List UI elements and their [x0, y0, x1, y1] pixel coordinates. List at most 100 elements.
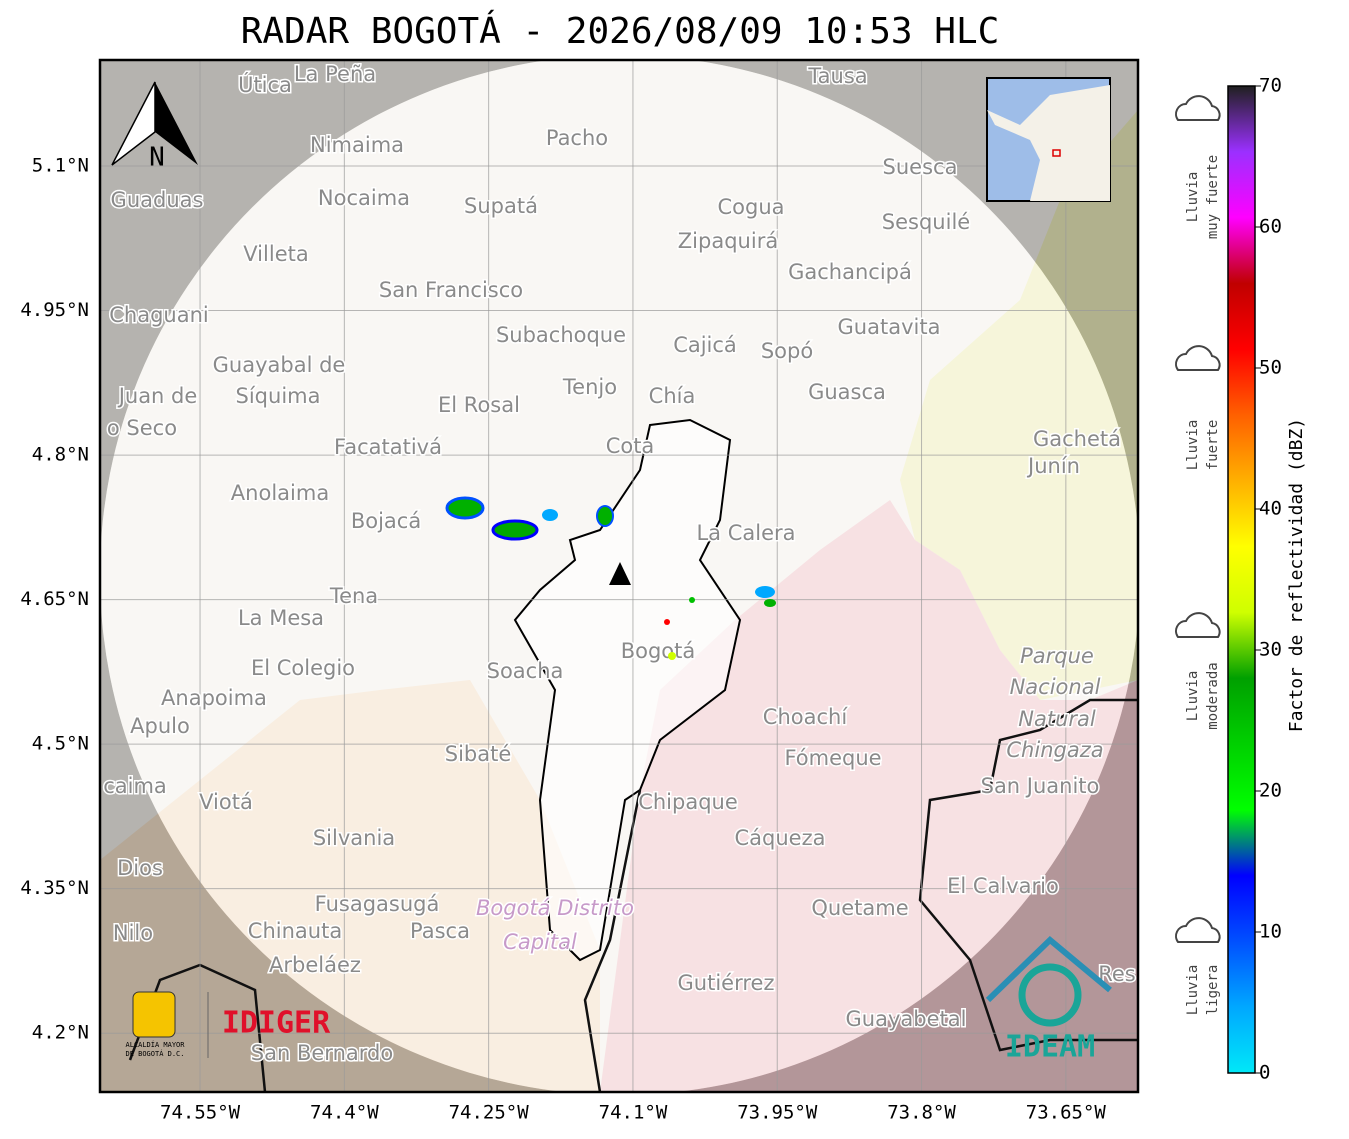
map: Útica La Peña Tausa Pacho Nimaima Guaduas Noca… — [100, 60, 1138, 1092]
x-tick-label: 73.8°W — [887, 1102, 956, 1124]
place-label: Guayabal de — [213, 353, 346, 377]
place-label: Fómeque — [784, 746, 881, 770]
logo-text: ALCALDÍA MAYOR — [125, 1040, 185, 1049]
place-label: caima — [103, 774, 167, 798]
place-label: La Peña — [294, 62, 376, 86]
intensity-label: muy fuerte — [1205, 155, 1221, 239]
intensity-label: moderada — [1205, 662, 1221, 729]
place-label: Chingaza — [1006, 738, 1103, 762]
place-label: Quetame — [811, 896, 908, 920]
place-label: Fusagasugá — [315, 892, 440, 916]
place-label: Choachí — [763, 705, 849, 729]
place-label: Arbeláez — [269, 953, 361, 977]
y-tick-label: 4.8°N — [32, 444, 89, 466]
place-label: San Juanito — [981, 774, 1100, 798]
colorbar-tick-label: 40 — [1259, 498, 1282, 520]
place-label: Síquima — [236, 384, 321, 408]
place-label: Viotá — [199, 790, 253, 814]
place-label: Cáqueza — [735, 826, 826, 850]
place-label: Tena — [329, 584, 378, 608]
y-tick-label: 4.65°N — [20, 588, 89, 610]
place-label: Pacho — [546, 126, 608, 150]
place-label: Gachetá — [1033, 427, 1121, 451]
place-label: Dios — [117, 856, 163, 880]
place-label: Cajicá — [673, 333, 737, 357]
place-label: Tenjo — [562, 375, 617, 399]
place-label: Anapoima — [161, 686, 267, 710]
place-label: Gutiérrez — [678, 971, 775, 995]
x-tick-label: 73.65°W — [1026, 1102, 1107, 1124]
place-label: Tausa — [807, 64, 867, 88]
place-label: Bogotá Distrito — [476, 896, 634, 920]
place-label: Capital — [503, 930, 577, 954]
y-tick-label: 4.5°N — [32, 733, 89, 755]
cloud-icon — [1175, 345, 1221, 371]
place-label: Silvania — [313, 826, 395, 850]
x-tick-label: 74.1°W — [599, 1102, 668, 1124]
colorbar-tick-label: 60 — [1259, 216, 1282, 238]
place-label: El Rosal — [438, 393, 520, 417]
place-label: Pasca — [410, 919, 470, 943]
logo-alcaldia: ALCALDÍA MAYOR DE BOGOTÁ D.C. IDIGER — [125, 991, 331, 1058]
place-label: Zipaquirá — [678, 229, 778, 253]
intensity-label: Lluvia — [1185, 172, 1201, 223]
place-label: Chaguani — [109, 303, 209, 327]
y-tick-label: 4.35°N — [20, 877, 89, 899]
place-label: Sibaté — [445, 742, 512, 766]
place-label: Bogotá — [621, 639, 696, 663]
north-arrow: N — [111, 81, 198, 173]
place-label: San Francisco — [379, 278, 523, 302]
place-label: Facatativá — [334, 435, 442, 459]
place-label: Anolaima — [231, 481, 329, 505]
place-label: Guasca — [808, 380, 886, 404]
map-frame — [98, 58, 1140, 1094]
place-label: Natural — [1018, 707, 1096, 731]
place-label: El Colegio — [251, 656, 355, 680]
place-label: Junín — [1026, 454, 1080, 478]
place-label: Guatavita — [838, 315, 941, 339]
cloud-icon — [1175, 612, 1221, 638]
intensity-label: ligera — [1205, 965, 1221, 1016]
north-label: N — [149, 143, 165, 173]
place-label: Chipaque — [638, 790, 738, 814]
colorbar — [1227, 85, 1256, 1074]
intensity-level: Lluvia fuerte — [1175, 345, 1221, 471]
place-label: Guayabetal — [846, 1007, 967, 1031]
place-label: Chía — [649, 384, 696, 408]
cloud-icon — [1175, 95, 1221, 121]
place-label: Apulo — [130, 714, 190, 738]
place-label: Chinauta — [248, 919, 342, 943]
x-tick-label: 74.25°W — [449, 1102, 530, 1124]
place-label: Nacional — [1010, 675, 1101, 699]
place-label: o Seco — [107, 416, 177, 440]
x-tick-label: 74.55°W — [160, 1102, 241, 1124]
colorbar-tick-label: 30 — [1259, 639, 1282, 661]
place-label: Parque — [1020, 644, 1094, 668]
place-label: Gachancipá — [788, 260, 912, 284]
place-label: Nilo — [113, 921, 153, 945]
place-label: Cota — [606, 434, 655, 458]
place-label: Soacha — [487, 659, 564, 683]
x-tick-label: 73.95°W — [737, 1102, 818, 1124]
cloud-icon — [1175, 917, 1221, 943]
title: RADAR BOGOTÁ - 2026/08/09 10:53 HLC — [241, 10, 1000, 52]
place-label: Supatá — [464, 194, 538, 218]
colorbar-tick-label: 70 — [1259, 75, 1282, 97]
place-label: Nocaima — [318, 186, 410, 210]
intensity-level: Lluvia ligera — [1175, 917, 1221, 1016]
place-label: La Calera — [696, 521, 795, 545]
logo-ideam-text: IDEAM — [1005, 1030, 1095, 1065]
intensity-label: Lluvia — [1185, 671, 1201, 722]
place-label: Subachoque — [496, 323, 626, 347]
y-tick-label: 5.1°N — [32, 154, 89, 176]
x-tick-label: 74.4°W — [310, 1102, 379, 1124]
place-label: El Calvario — [947, 874, 1059, 898]
place-label: Juan de — [117, 384, 198, 408]
place-label: Nimaima — [310, 133, 404, 157]
intensity-label: fuerte — [1205, 420, 1221, 471]
colorbar-tick-label: 50 — [1259, 357, 1282, 379]
colorbar-label: Factor de reflectividad (dBZ) — [1286, 418, 1307, 732]
intensity-label: Lluvia — [1185, 965, 1201, 1016]
place-label: Suesca — [883, 155, 958, 179]
